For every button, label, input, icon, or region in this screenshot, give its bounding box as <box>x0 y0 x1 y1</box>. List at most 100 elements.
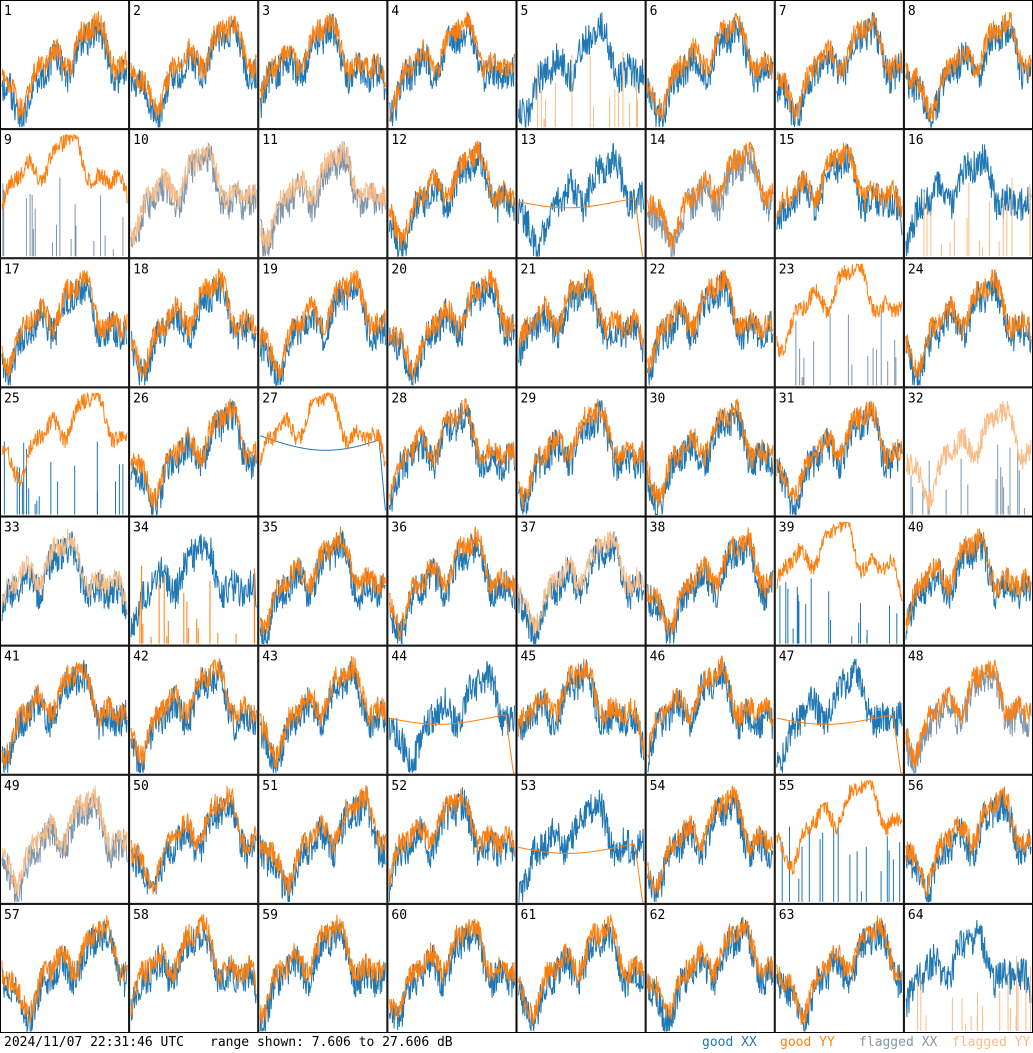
panel-frame <box>903 774 1033 904</box>
series-yy-line <box>905 659 1032 768</box>
series-yy-line <box>259 914 386 1025</box>
series-yy-line <box>917 955 1032 1031</box>
panel-20: 20 <box>387 258 517 388</box>
series-xx-line <box>388 402 515 512</box>
panel-frame <box>516 387 646 517</box>
panel-62: 62 <box>645 903 775 1033</box>
series-xx-line <box>1 274 128 386</box>
series-xx-line <box>259 13 386 119</box>
series-yy-line <box>389 714 515 774</box>
series-yy-line <box>905 786 1032 898</box>
series-xx-line <box>388 787 515 902</box>
panel-label: 18 <box>133 262 149 277</box>
series-yy-line <box>647 785 774 895</box>
panel-51: 51 <box>258 774 388 904</box>
series-xx-line <box>905 144 1032 257</box>
panel-17: 17 <box>0 258 130 388</box>
panel-60: 60 <box>387 903 517 1033</box>
series-yy-line <box>130 268 257 379</box>
series-yy-line <box>1 785 128 896</box>
series-yy-line <box>259 526 386 636</box>
series-xx-line <box>1 920 128 1033</box>
legend-good-yy: good YY <box>780 1035 835 1050</box>
panel-label: 23 <box>779 262 795 277</box>
panel-label: 11 <box>262 133 278 148</box>
panel-42: 42 <box>129 645 259 775</box>
panel-label: 35 <box>262 521 278 536</box>
series-xx-line <box>388 660 515 773</box>
series-xx-line <box>647 917 774 1033</box>
panel-label: 20 <box>391 262 407 277</box>
series-yy-line <box>1 662 128 768</box>
panel-26: 26 <box>129 387 259 517</box>
series-xx-line <box>776 658 903 773</box>
panel-label: 56 <box>908 779 924 794</box>
panel-29: 29 <box>516 387 646 517</box>
panel-23: 23 <box>774 258 904 388</box>
series-yy-line <box>518 197 644 257</box>
series-xx-line <box>905 533 1032 640</box>
panel-34: 34 <box>129 516 259 646</box>
series-xx-line <box>518 789 645 904</box>
panel-38: 38 <box>645 516 775 646</box>
panel-label: 22 <box>650 262 666 277</box>
panel-43: 43 <box>258 645 388 775</box>
panel-label: 49 <box>4 779 20 794</box>
series-xx-line <box>259 660 386 773</box>
panel-40: 40 <box>903 516 1033 646</box>
series-yy-line <box>259 656 386 769</box>
panel-50: 50 <box>129 774 259 904</box>
panel-label: 12 <box>391 133 407 148</box>
series-yy-line <box>1 133 128 211</box>
panel-label: 24 <box>908 262 924 277</box>
series-yy-line <box>259 269 386 379</box>
series-yy-line <box>130 144 257 246</box>
series-yy-line <box>537 51 639 128</box>
panel-label: 48 <box>908 650 924 665</box>
footer-bar: 2024/11/07 22:31:46 UTC range shown: 7.6… <box>0 1033 1033 1053</box>
series-yy-line <box>130 786 257 895</box>
panel-label: 25 <box>4 391 20 406</box>
panel-label: 51 <box>262 779 278 794</box>
series-xx-line <box>647 144 774 257</box>
panel-label: 43 <box>262 650 278 665</box>
panel-label: 2 <box>133 4 141 19</box>
panel-41: 41 <box>0 645 130 775</box>
series-yy-line <box>259 391 386 467</box>
panel-frame <box>774 774 904 904</box>
series-yy-line <box>905 401 1032 511</box>
series-yy-line <box>130 398 257 510</box>
panel-15: 15 <box>774 129 904 259</box>
series-yy-line <box>923 177 1031 257</box>
legend-flagged-yy: flagged YY <box>952 1035 1031 1050</box>
panel-label: 31 <box>779 391 795 406</box>
series-yy-line <box>776 714 902 774</box>
panel-25: 25 <box>0 387 130 517</box>
panel-frame <box>516 774 646 904</box>
series-yy-line <box>1 270 128 379</box>
panel-22: 22 <box>645 258 775 388</box>
series-yy-line <box>388 788 515 887</box>
panel-64: 64 <box>903 903 1033 1033</box>
panel-label: 19 <box>262 262 278 277</box>
series-yy-line <box>647 398 774 508</box>
panel-33: 33 <box>0 516 130 646</box>
series-yy-line <box>776 12 903 122</box>
panel-48: 48 <box>903 645 1033 775</box>
panel-label: 5 <box>521 4 529 19</box>
panel-label: 47 <box>779 650 795 665</box>
series-yy-line <box>776 522 903 602</box>
panel-label: 21 <box>521 262 537 277</box>
panel-35: 35 <box>258 516 388 646</box>
panel-label: 64 <box>908 908 924 923</box>
series-yy-line <box>388 269 515 383</box>
panel-frame <box>258 387 388 517</box>
series-xx-line <box>795 310 897 386</box>
series-yy-line <box>130 914 257 1017</box>
panel-label: 10 <box>133 133 149 148</box>
panel-label: 54 <box>650 779 666 794</box>
panel-11: 11 <box>258 129 388 259</box>
panel-54: 54 <box>645 774 775 904</box>
series-xx-line <box>260 435 386 511</box>
series-yy-line <box>518 658 645 756</box>
